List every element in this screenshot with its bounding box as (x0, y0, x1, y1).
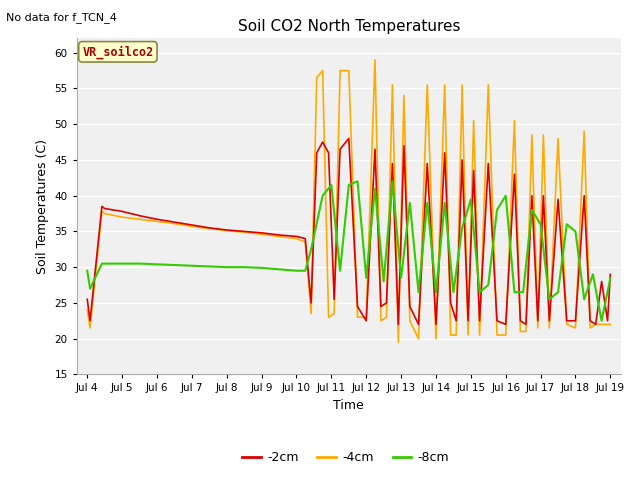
Title: Soil CO2 North Temperatures: Soil CO2 North Temperatures (237, 20, 460, 35)
Text: No data for f_TCN_4: No data for f_TCN_4 (6, 12, 117, 23)
Y-axis label: Soil Temperatures (C): Soil Temperatures (C) (36, 139, 49, 274)
Legend: -2cm, -4cm, -8cm: -2cm, -4cm, -8cm (237, 446, 454, 469)
Text: VR_soilco2: VR_soilco2 (82, 45, 154, 59)
X-axis label: Time: Time (333, 399, 364, 412)
